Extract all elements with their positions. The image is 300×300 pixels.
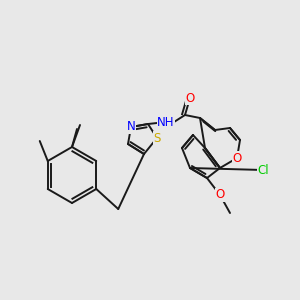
Text: O: O xyxy=(185,92,195,104)
Text: O: O xyxy=(232,152,242,164)
Text: S: S xyxy=(153,131,161,145)
Text: O: O xyxy=(215,188,225,202)
Text: NH: NH xyxy=(157,116,175,128)
Text: N: N xyxy=(127,121,135,134)
Text: Cl: Cl xyxy=(257,164,269,176)
